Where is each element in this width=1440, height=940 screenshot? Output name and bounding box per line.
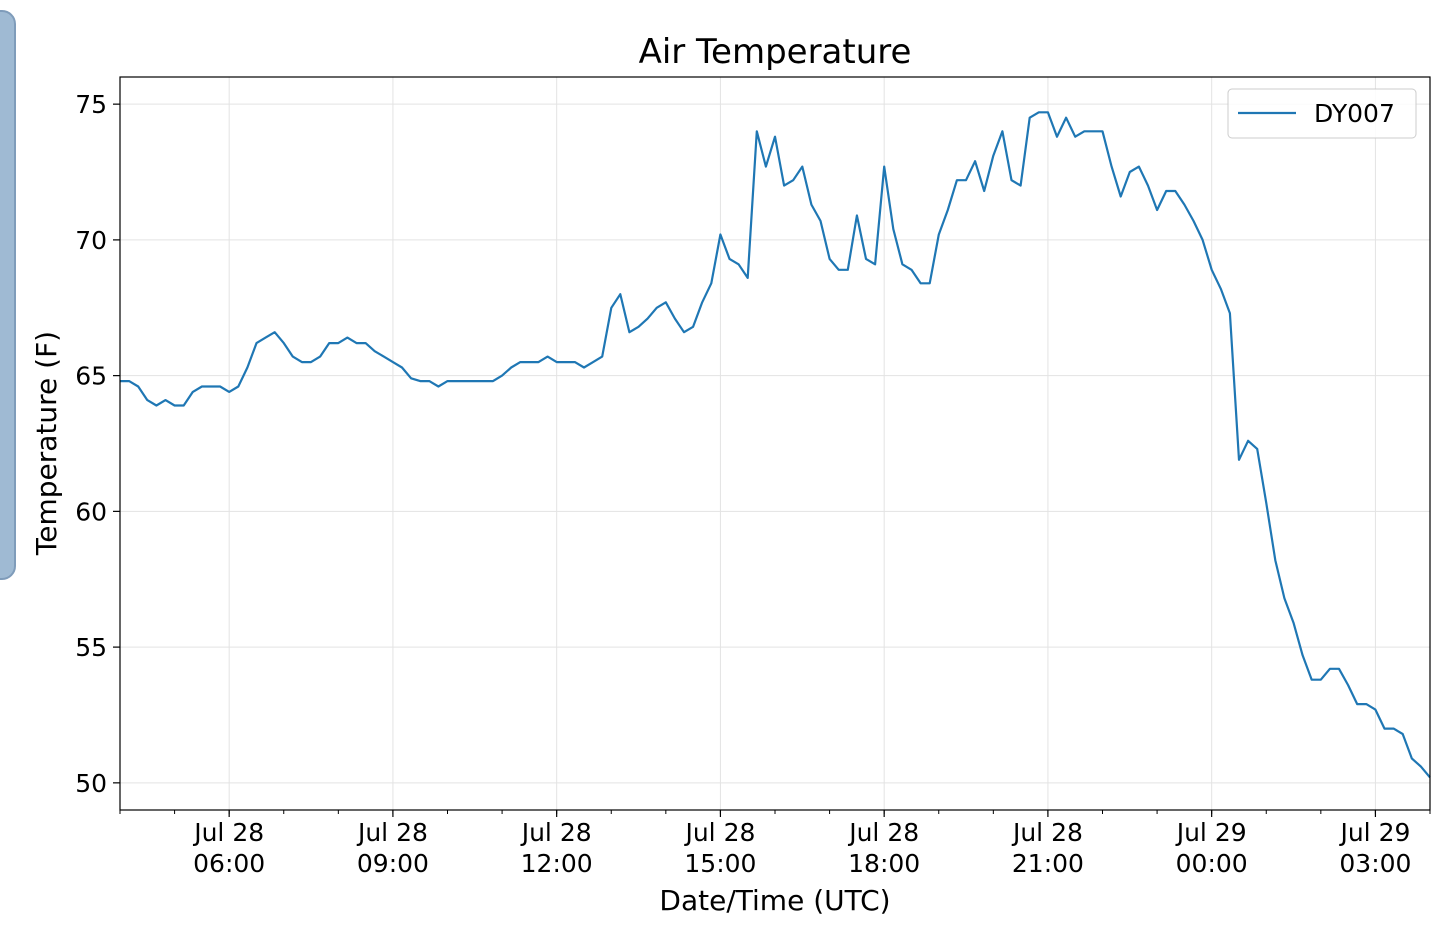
x-tick-label: 12:00 [521, 849, 593, 878]
x-tick-label: Jul 28 [683, 818, 755, 847]
chart-title: Air Temperature [639, 32, 912, 72]
legend-label: DY007 [1314, 99, 1395, 128]
x-tick-label: 06:00 [193, 849, 265, 878]
series-layer [120, 111, 1431, 779]
x-tick-label: Jul 29 [1338, 818, 1410, 847]
y-tick-label: 75 [75, 90, 107, 119]
x-tick-label: 15:00 [684, 849, 756, 878]
x-tick-label: Jul 28 [1011, 818, 1083, 847]
y-axis: 50 55 60 65 70 75 [75, 90, 120, 798]
y-axis-label: Temperature (F) [30, 331, 63, 556]
legend: DY007 [1227, 88, 1417, 139]
x-tick-label: 21:00 [1012, 849, 1084, 878]
x-tick-label: 03:00 [1339, 849, 1411, 878]
y-tick-label: 50 [75, 769, 107, 798]
y-tick-label: 55 [75, 633, 107, 662]
x-tick-label: Jul 28 [356, 818, 428, 847]
y-tick-label: 65 [75, 362, 107, 391]
x-axis-label: Date/Time (UTC) [659, 884, 890, 917]
x-tick-label: Jul 28 [520, 818, 592, 847]
series-line-dy007 [120, 111, 1431, 779]
x-tick-label: 00:00 [1176, 849, 1248, 878]
x-tick-label: 18:00 [848, 849, 920, 878]
grid-lines [120, 77, 1430, 810]
x-tick-label: Jul 28 [847, 818, 919, 847]
legend-box [1227, 88, 1417, 139]
x-tick-label: Jul 28 [192, 818, 264, 847]
x-tick-label: Jul 29 [1175, 818, 1247, 847]
x-tick-label: 09:00 [357, 849, 429, 878]
plot-area [119, 76, 1431, 811]
y-tick-label: 70 [75, 226, 107, 255]
y-tick-label: 60 [75, 497, 107, 526]
